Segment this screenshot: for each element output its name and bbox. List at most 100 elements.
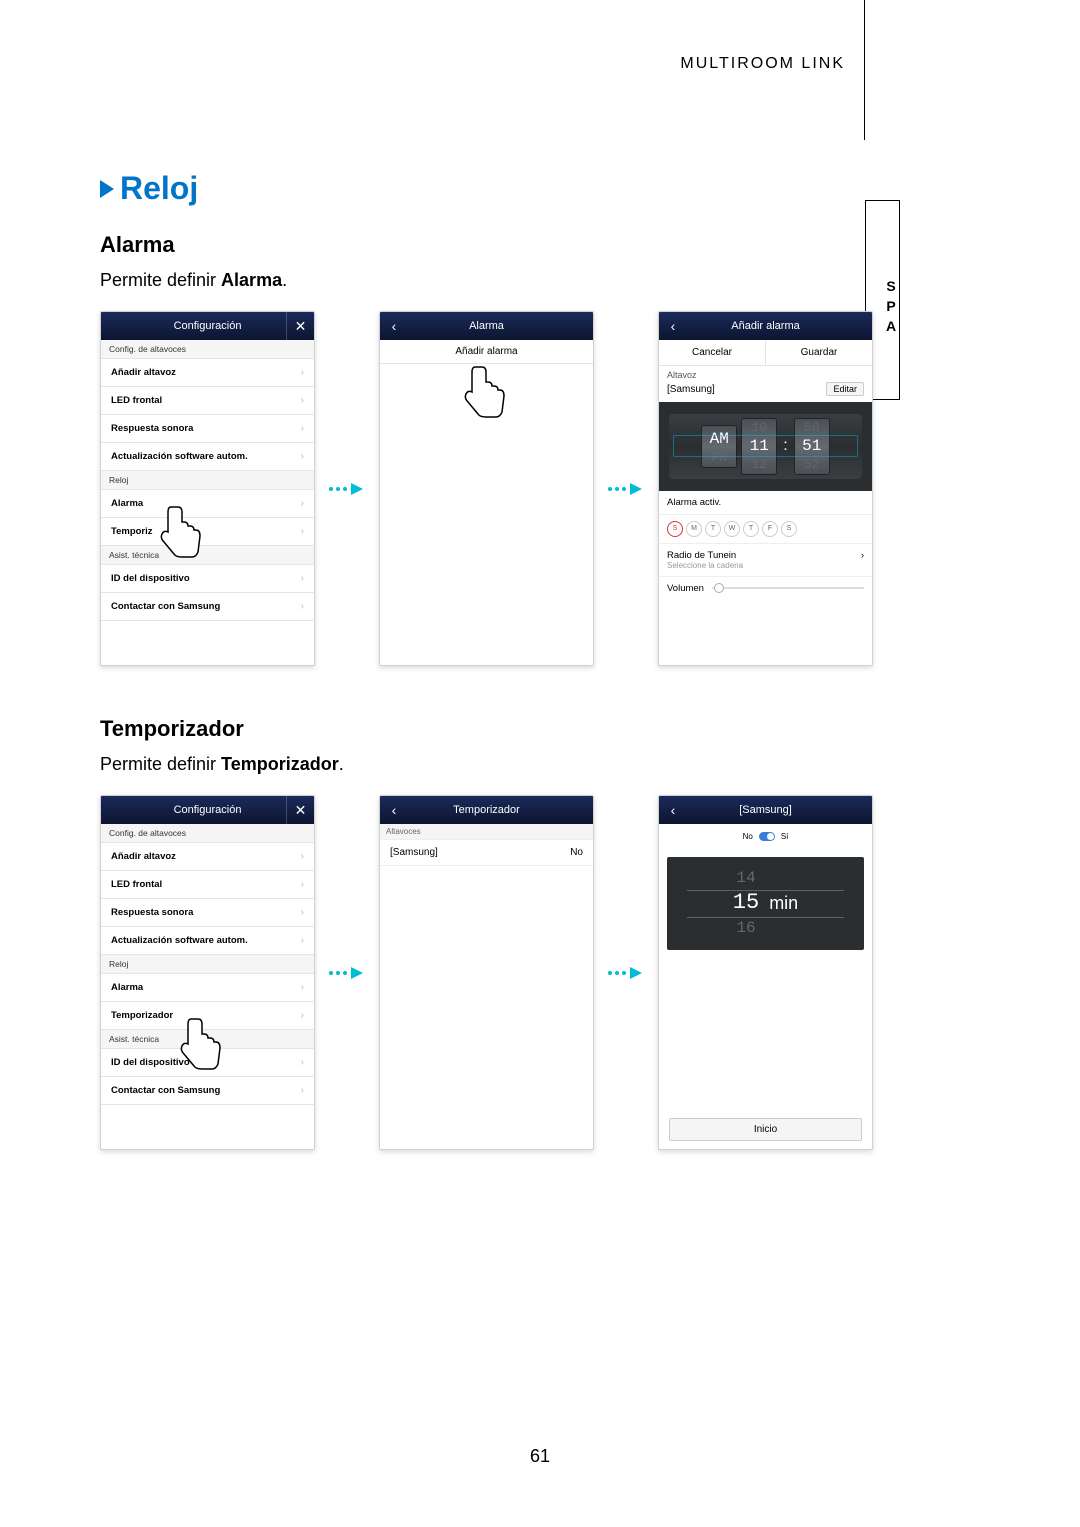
list-item-alarma[interactable]: Alarma › [101, 490, 314, 518]
chevron-right-icon: › [301, 573, 304, 584]
list-item[interactable]: Contactar con Samsung › [101, 1077, 314, 1105]
item-label: LED frontal [111, 395, 162, 406]
desc-bold: Alarma [221, 270, 282, 290]
item-label: Temporizador [111, 1010, 173, 1021]
item-label: Contactar con Samsung [111, 1085, 220, 1096]
category-label: Altavoces [380, 824, 593, 840]
flow-arrow [606, 479, 646, 499]
section-title-text: Reloj [120, 170, 198, 207]
phone-header: ‹ Añadir alarma [659, 312, 872, 340]
time-picker[interactable]: AMPM 101112 : 505152 [659, 402, 872, 491]
temporizador-desc: Permite definir Temporizador. [100, 754, 980, 775]
timer-picker[interactable]: 14 15 16 min [667, 857, 864, 950]
chevron-right-icon: › [301, 982, 304, 993]
speaker-state: No [570, 847, 583, 858]
speaker-row[interactable]: [Samsung] No [380, 840, 593, 866]
chevron-right-icon: › [301, 423, 304, 434]
list-item[interactable]: Temporiz› [101, 518, 314, 546]
volume-label: Volumen [667, 583, 704, 594]
phone-temp-list: ‹ Temporizador Altavoces [Samsung] No [379, 795, 594, 1150]
min: 51 [795, 435, 829, 457]
page-number: 61 [530, 1446, 550, 1467]
phone-temp-set: ‹ [Samsung] No Sí 14 15 16 min [658, 795, 873, 1150]
chevron-right-icon: › [301, 879, 304, 890]
list-item[interactable]: Respuesta sonora› [101, 899, 314, 927]
edit-button[interactable]: Editar [826, 382, 864, 396]
phone-config-temp: Configuración ✕ Config. de altavoces Aña… [100, 795, 315, 1150]
day-w[interactable]: W [724, 521, 740, 537]
day-t2[interactable]: T [743, 521, 759, 537]
item-label: Respuesta sonora [111, 907, 193, 918]
day-f[interactable]: F [762, 521, 778, 537]
volume-row: Volumen [659, 577, 872, 600]
toggle-switch[interactable] [759, 832, 775, 841]
category-label: Config. de altavoces [101, 340, 314, 359]
item-label: Alarma [111, 498, 143, 509]
phone-header: Configuración ✕ [101, 796, 314, 824]
list-item[interactable]: Añadir altavoz› [101, 359, 314, 387]
day-t[interactable]: T [705, 521, 721, 537]
save-button[interactable]: Guardar [766, 340, 872, 366]
item-label: Alarma [111, 982, 143, 993]
chevron-right-icon: › [301, 395, 304, 406]
list-item[interactable]: Contactar con Samsung› [101, 593, 314, 621]
list-item[interactable]: Actualización software autom.› [101, 443, 314, 471]
cancel-button[interactable]: Cancelar [659, 340, 766, 366]
phone-title: Configuración [129, 320, 286, 332]
chevron-right-icon: › [861, 550, 864, 570]
slider-thumb[interactable] [714, 583, 724, 593]
radio-sub: Seleccione la cadena [667, 561, 743, 570]
alarma-desc: Permite definir Alarma. [100, 270, 980, 291]
back-icon[interactable]: ‹ [380, 312, 408, 340]
day-s[interactable]: S [667, 521, 683, 537]
list-item[interactable]: Alarma › [101, 974, 314, 1002]
list-item[interactable]: Respuesta sonora› [101, 415, 314, 443]
back-icon[interactable]: ‹ [659, 312, 687, 340]
desc-bold: Temporizador [221, 754, 339, 774]
tap-hand-icon [176, 1014, 226, 1074]
radio-label: Radio de Tunein [667, 550, 736, 561]
list-item[interactable]: LED frontal › [101, 387, 314, 415]
chevron-right-icon: › [301, 1010, 304, 1021]
back-icon[interactable]: ‹ [659, 796, 687, 824]
header-brand: MULTIROOM LINK [680, 55, 845, 73]
item-label: Temporiz [111, 526, 153, 537]
alarm-active-label: Alarma activ. [659, 491, 872, 515]
close-icon[interactable]: ✕ [286, 312, 314, 340]
phone-title: Temporizador [408, 804, 565, 816]
chevron-right-icon: › [301, 935, 304, 946]
chevron-right-icon: › [301, 451, 304, 462]
day-s2[interactable]: S [781, 521, 797, 537]
temporizador-heading: Temporizador [100, 716, 980, 742]
close-icon[interactable]: ✕ [286, 796, 314, 824]
day-m[interactable]: M [686, 521, 702, 537]
timer-prev: 14 [733, 869, 759, 888]
item-label: ID del dispositivo [111, 573, 190, 584]
ampm-next: PM [702, 451, 736, 465]
list-item[interactable]: ID del dispositivo › [101, 565, 314, 593]
temporizador-row: Configuración ✕ Config. de altavoces Aña… [100, 795, 980, 1150]
list-item[interactable]: Actualización software autom.› [101, 927, 314, 955]
day-selector[interactable]: S M T W T F S [659, 515, 872, 544]
min-next: 52 [795, 458, 829, 472]
chevron-right-icon: › [301, 498, 304, 509]
volume-slider[interactable] [712, 587, 864, 589]
speaker-name: [Samsung] [390, 847, 438, 858]
item-label: Añadir altavoz [111, 851, 176, 862]
phone-header: ‹ Alarma [380, 312, 593, 340]
back-icon[interactable]: ‹ [380, 796, 408, 824]
list-item[interactable]: Añadir altavoz› [101, 843, 314, 871]
phone-title: Configuración [129, 804, 286, 816]
play-icon [100, 180, 114, 198]
phone-add-alarm: ‹ Añadir alarma Cancelar Guardar Altavoz… [658, 311, 873, 666]
toggle-no-label: No [743, 832, 753, 841]
add-alarm-button[interactable]: Añadir alarma [380, 340, 593, 364]
chevron-right-icon: › [301, 1085, 304, 1096]
min-prev: 50 [795, 421, 829, 435]
flow-arrow [606, 963, 646, 983]
start-button[interactable]: Inicio [669, 1118, 862, 1141]
phone-header: Configuración ✕ [101, 312, 314, 340]
list-item[interactable]: LED frontal› [101, 871, 314, 899]
radio-row[interactable]: Radio de TuneinSeleccione la cadena › [659, 544, 872, 577]
chevron-right-icon: › [301, 367, 304, 378]
